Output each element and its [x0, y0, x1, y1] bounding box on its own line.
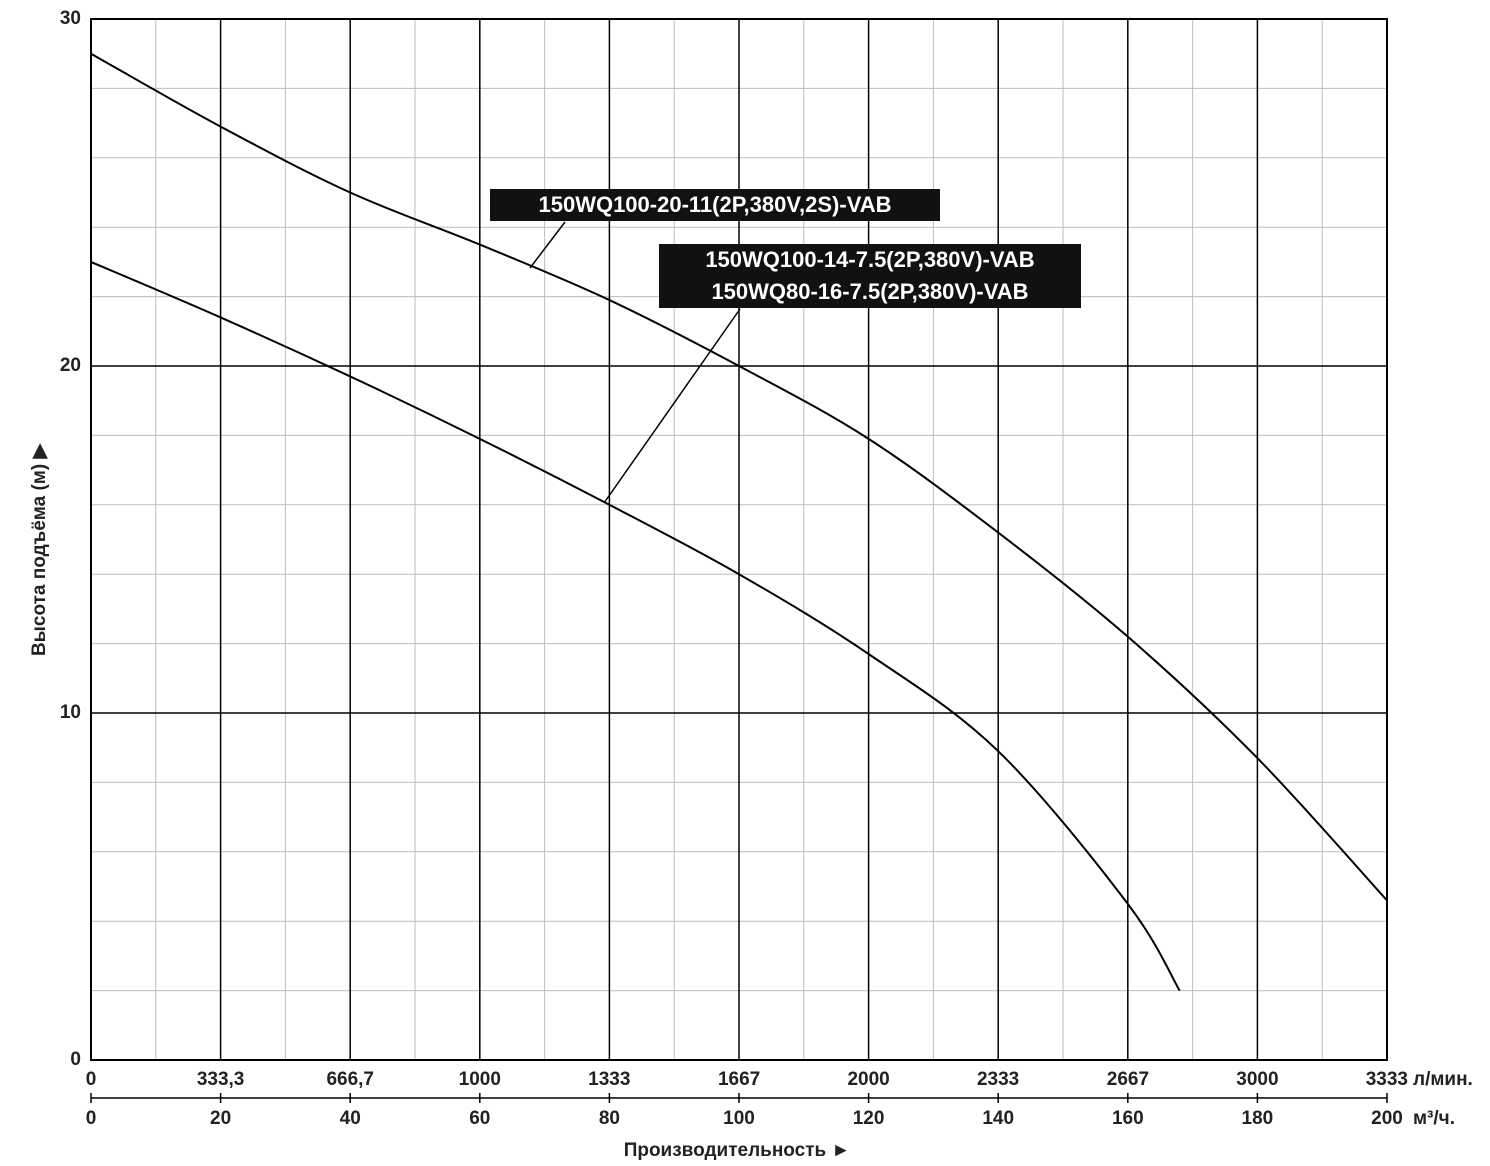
x-tick-label: 100 — [723, 1108, 755, 1129]
x-tick-label: 20 — [210, 1108, 231, 1129]
x-tick-label: 60 — [469, 1108, 490, 1129]
x-tick-label: 180 — [1242, 1108, 1274, 1129]
x2-tick-label: 3000 — [1236, 1069, 1278, 1090]
x-unit: м³/ч. — [1413, 1108, 1455, 1129]
curve-label: 150WQ80-16-7.5(2P,380V)-VAB — [711, 279, 1028, 304]
x2-tick-label: 2333 — [977, 1069, 1019, 1090]
x2-tick-label: 2667 — [1107, 1069, 1149, 1090]
x-tick-label: 120 — [853, 1108, 885, 1129]
x-tick-label: 200 — [1371, 1108, 1403, 1129]
x-tick-label: 40 — [340, 1108, 361, 1129]
leader-line — [529, 221, 566, 269]
curve — [90, 260, 1181, 992]
leader-line — [603, 308, 741, 504]
x-tick-label: 0 — [86, 1108, 97, 1129]
plot-border — [90, 18, 1388, 1061]
x-tick-label: 80 — [599, 1108, 620, 1129]
y-tick-label: 0 — [70, 1049, 81, 1070]
x2-tick-label: 2000 — [847, 1069, 889, 1090]
x2-tick-label: 333,3 — [197, 1069, 245, 1090]
label-box — [490, 189, 940, 221]
x2-tick-label: 1667 — [718, 1069, 760, 1090]
y-axis-label: Высота подъёма (м) ▶ — [29, 443, 50, 656]
y-tick-label: 20 — [60, 355, 81, 376]
y-tick-label: 30 — [60, 8, 81, 29]
x2-unit: л/мин. — [1413, 1069, 1473, 1090]
y-tick-label: 10 — [60, 702, 81, 723]
x2-tick-label: 666,7 — [326, 1069, 374, 1090]
curve — [90, 52, 1388, 902]
x2-tick-label: 0 — [86, 1069, 97, 1090]
label-box — [659, 244, 1081, 308]
x2-tick-label: 1000 — [459, 1069, 501, 1090]
curve-label: 150WQ100-14-7.5(2P,380V)-VAB — [705, 247, 1034, 272]
x-tick-label: 160 — [1112, 1108, 1144, 1129]
x-axis-label: Производительность ► — [624, 1140, 851, 1161]
x-tick-label: 140 — [982, 1108, 1014, 1129]
curve-label: 150WQ100-20-11(2P,380V,2S)-VAB — [538, 192, 891, 217]
x2-tick-label: 3333 — [1366, 1069, 1408, 1090]
x2-tick-label: 1333 — [588, 1069, 630, 1090]
